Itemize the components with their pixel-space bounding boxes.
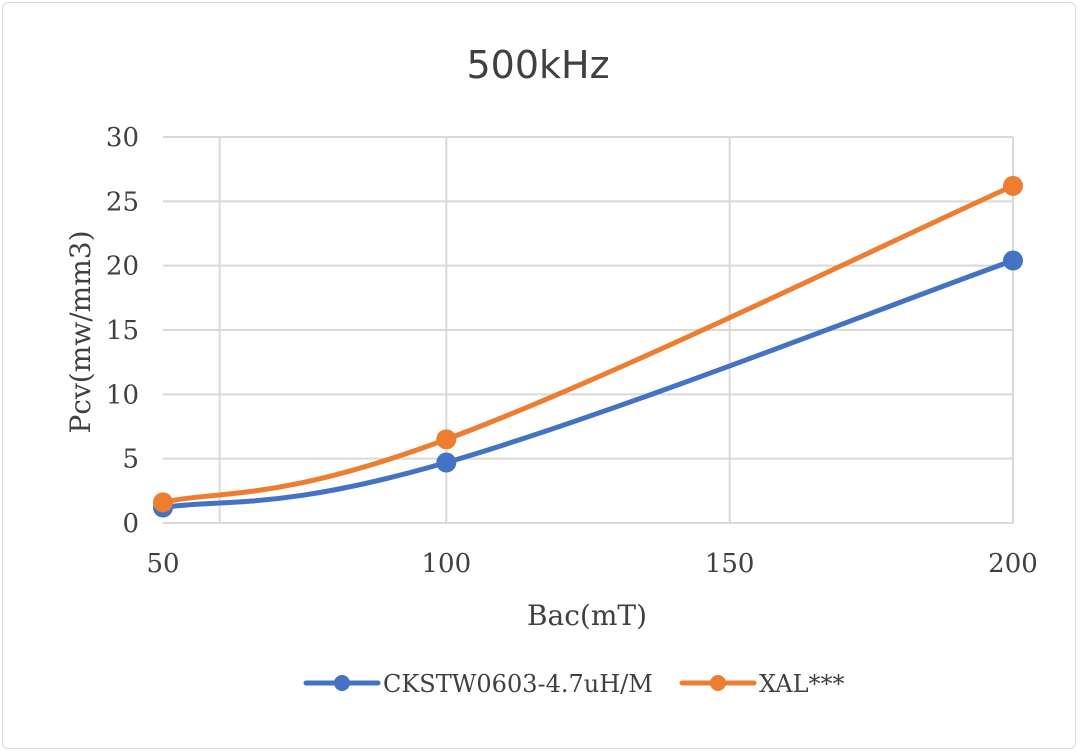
y-tick-15: 15 [106, 316, 139, 346]
data-point-ckstw0603-200[interactable] [1003, 250, 1023, 271]
x-tick-150: 150 [705, 549, 755, 579]
data-point-xal-50[interactable] [153, 492, 173, 513]
legend-label-xal: XAL*** [759, 670, 845, 698]
horizontal-gridlines [163, 136, 1013, 524]
x-tick-50: 50 [146, 549, 179, 579]
series-line-ckstw0603 [160, 258, 1016, 511]
x-axis-label: Bac(mT) [527, 599, 647, 632]
y-tick-25: 25 [106, 187, 139, 217]
y-axis-ticks: 0 5 10 15 20 25 30 [106, 123, 139, 539]
legend: CKSTW0603-4.7uH/M XAL*** [303, 670, 845, 698]
legend-marker-xal [710, 675, 726, 691]
x-tick-200: 200 [988, 549, 1038, 579]
series-line-xal [160, 183, 1016, 505]
y-tick-30: 30 [106, 123, 139, 153]
y-tick-5: 5 [122, 445, 139, 475]
y-tick-0: 0 [122, 509, 139, 539]
series-layer [153, 175, 1023, 518]
y-tick-10: 10 [106, 380, 139, 410]
y-axis-label: Pcv(mw/mm3) [64, 230, 97, 433]
legend-label-ckstw0603: CKSTW0603-4.7uH/M [383, 670, 653, 698]
data-point-xal-200[interactable] [1003, 175, 1023, 196]
legend-entry-ckstw0603[interactable]: CKSTW0603-4.7uH/M [303, 670, 653, 698]
legend-marker-ckstw0603 [334, 675, 350, 691]
data-point-ckstw0603-100[interactable] [436, 452, 457, 473]
chart-title: 500kHz [466, 43, 609, 87]
x-tick-100: 100 [422, 549, 472, 579]
x-axis-ticks: 50 100 150 200 [146, 549, 1037, 579]
y-tick-20: 20 [106, 252, 139, 282]
data-point-xal-100[interactable] [436, 429, 457, 450]
legend-entry-xal[interactable]: XAL*** [679, 670, 845, 698]
